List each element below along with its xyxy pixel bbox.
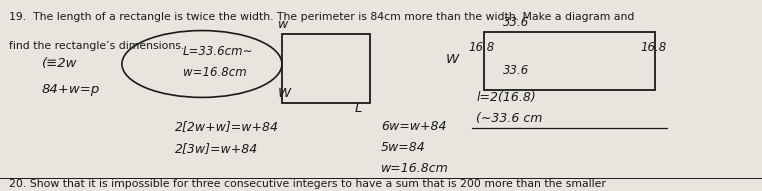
Text: 5w=84: 5w=84 xyxy=(381,141,426,154)
Text: 2[2w+w]=w+84: 2[2w+w]=w+84 xyxy=(175,120,279,133)
Text: L: L xyxy=(354,102,362,115)
Text: (≡2w: (≡2w xyxy=(42,57,78,70)
Text: 16.8: 16.8 xyxy=(640,41,666,54)
Text: 16.8: 16.8 xyxy=(469,41,495,54)
Text: 33.6: 33.6 xyxy=(503,64,529,77)
Text: 2[3w]=w+84: 2[3w]=w+84 xyxy=(175,142,258,155)
Text: W: W xyxy=(446,53,459,66)
Text: 20. Show that it is impossible for three consecutive integers to have a sum that: 20. Show that it is impossible for three… xyxy=(9,179,606,189)
Text: w: w xyxy=(278,18,288,31)
Text: w=16.8cm: w=16.8cm xyxy=(183,66,247,79)
Bar xyxy=(282,34,370,103)
Text: w=16.8cm: w=16.8cm xyxy=(381,162,449,175)
Text: l=2(16.8): l=2(16.8) xyxy=(476,91,536,104)
Text: 84+w=p: 84+w=p xyxy=(42,83,100,96)
Text: 33.6: 33.6 xyxy=(503,16,529,29)
Text: 19.  The length of a rectangle is twice the width. The perimeter is 84cm more th: 19. The length of a rectangle is twice t… xyxy=(9,12,635,22)
Text: (∼33.6 cm: (∼33.6 cm xyxy=(476,112,543,125)
Text: W: W xyxy=(278,87,291,100)
Text: find the rectangle’s dimensions.: find the rectangle’s dimensions. xyxy=(9,41,184,51)
Text: L=33.6cm∼: L=33.6cm∼ xyxy=(183,45,254,58)
Text: 6w=w+84: 6w=w+84 xyxy=(381,120,447,133)
Bar xyxy=(484,32,655,90)
